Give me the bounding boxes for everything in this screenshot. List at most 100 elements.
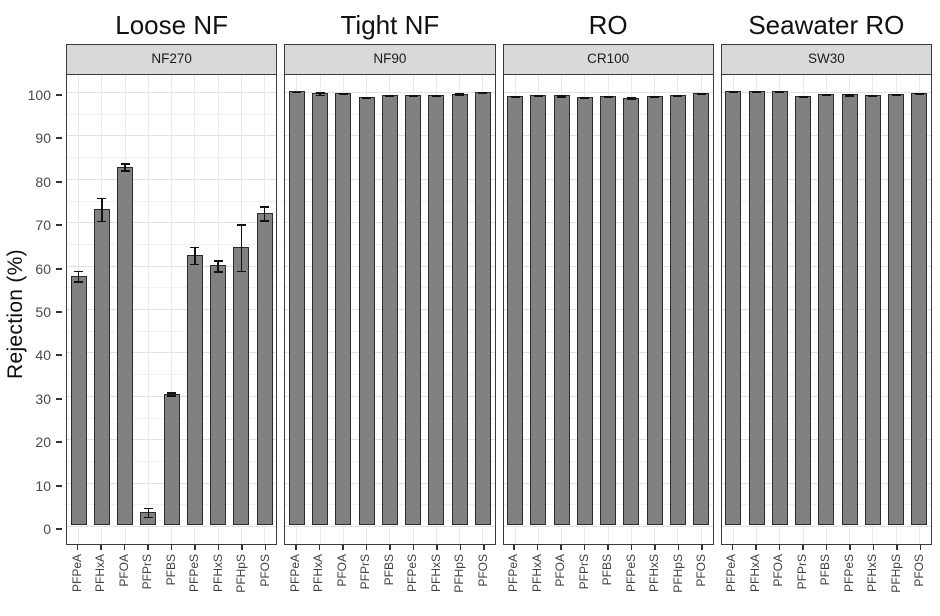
bar-PFOA: [553, 95, 570, 525]
x-tick-label-PFHxA: PFHxA: [747, 554, 762, 593]
x-tick-label-PFPeS: PFPeS: [841, 554, 856, 593]
x-tick-label-PFPrS: PFPrS: [140, 554, 155, 590]
grid-vertical-line: [147, 75, 149, 544]
x-tick-mark: [123, 545, 126, 550]
error-bar-cap-top-PFOA: [557, 95, 567, 97]
error-bar-cap-top-PFHpS: [236, 224, 246, 226]
bar-PFHxS: [210, 265, 227, 525]
plot-area: [284, 75, 496, 545]
bar-PFHxS: [646, 95, 663, 525]
x-tick-label-PFPeA: PFPeA: [724, 554, 739, 593]
x-tick-label-PFHxA: PFHxA: [93, 554, 108, 593]
bar-PFPrS: [795, 95, 812, 525]
bar-PFHxA: [748, 91, 765, 525]
error-bar-cap-bottom-PFBS: [167, 395, 177, 397]
x-tick-label-PFOA: PFOA: [116, 554, 131, 587]
error-bar-cap-bottom-PFOA: [338, 93, 348, 96]
error-bar-cap-bottom-PFPrS: [362, 97, 372, 100]
x-tick-label-PFHxS: PFHxS: [647, 554, 662, 593]
plot-area: [502, 75, 714, 545]
error-bar-PFPeS: [194, 246, 196, 266]
error-bar-cap-bottom-PFHxA: [533, 94, 543, 97]
error-bar-PFOS: [263, 206, 266, 222]
x-tick-label-PFPeA: PFPeA: [506, 554, 521, 593]
y-tick-mark: [56, 528, 62, 530]
x-axis-labels: PFPeA PFHxA PFOA PFPrS PFBS PFPeS PFHxS PFHpS PF…: [721, 545, 932, 609]
x-tick-mark: [217, 545, 220, 550]
error-bar-cap-bottom-PFHxS: [868, 94, 878, 97]
bar-PFOS: [474, 92, 491, 525]
x-tick-label-PFHpS: PFHpS: [452, 554, 467, 593]
x-tick-label-PFBS: PFBS: [163, 554, 178, 586]
error-bar-cap-bottom-PFOS: [260, 220, 270, 222]
error-bar-cap-top-PFHxA: [97, 197, 107, 200]
x-tick-mark: [318, 545, 321, 550]
x-tick-label-PFHpS: PFHpS: [670, 554, 685, 593]
x-tick-label-PFHpS: PFHpS: [234, 554, 249, 593]
error-bar-cap-bottom-PFPrS: [798, 95, 808, 98]
bar-PFPeA: [725, 91, 742, 525]
error-bar-cap-top-PFHxS: [213, 260, 223, 262]
x-tick-label-PFBS: PFBS: [381, 554, 396, 586]
error-bar-cap-top-PFHpS: [455, 93, 465, 95]
error-bar-cap-top-PFHxA: [315, 92, 325, 94]
error-bar-cap-bottom-PFOS: [478, 92, 488, 94]
bar-PFPeA: [288, 91, 305, 525]
x-tick-mark: [436, 545, 438, 550]
x-tick-label-PFBS: PFBS: [600, 554, 615, 586]
error-bar-cap-bottom-PFHxA: [97, 220, 107, 223]
bar-PFBS: [600, 95, 617, 525]
panel-title: Seawater RO: [748, 10, 905, 40]
x-tick-mark: [241, 545, 243, 550]
error-bar-cap-bottom-PFPeA: [74, 281, 84, 283]
bar-PFBS: [163, 393, 180, 525]
x-tick-label-PFHxA: PFHxA: [311, 554, 326, 593]
bar-PFOS: [256, 212, 273, 525]
x-tick-label-PFPeS: PFPeS: [187, 554, 202, 593]
x-tick-mark: [919, 545, 921, 550]
error-bar-cap-bottom-PFOA: [775, 90, 785, 93]
x-tick-label-PFOS: PFOS: [475, 554, 490, 587]
bar-PFOA: [117, 166, 134, 525]
x-tick-label-PFPrS: PFPrS: [358, 554, 373, 590]
bar-PFOA: [335, 93, 352, 525]
y-tick-label: 40: [35, 347, 51, 364]
error-bar-cap-bottom-PFPeA: [728, 90, 738, 93]
x-tick-label-PFOS: PFOS: [694, 554, 708, 587]
x-tick-mark: [802, 545, 804, 550]
error-bar-cap-top-PFPeS: [626, 97, 636, 99]
error-bar-PFBS: [170, 392, 173, 397]
x-tick-label-PFOA: PFOA: [553, 554, 568, 587]
error-bar-cap-bottom-PFPeS: [626, 98, 636, 100]
x-tick-mark: [147, 545, 149, 550]
y-tick-mark: [56, 224, 62, 227]
bar-PFHpS: [888, 94, 905, 525]
x-tick-mark: [342, 545, 344, 550]
y-axis: 0 10 20 30 40 50 60 70 80 90 100: [0, 78, 64, 548]
y-tick-label: 20: [35, 434, 51, 451]
error-bar-cap-top-PFOA: [338, 92, 348, 95]
plot-area: [720, 75, 932, 545]
x-axis-labels: PFPeA PFHxA PFOA PFPrS PFBS PFPeS PFHxS PFHpS PF…: [66, 545, 277, 609]
error-bar-cap-bottom-PFOA: [557, 96, 567, 98]
bar-PFHpS: [233, 247, 250, 525]
x-tick-mark: [896, 545, 898, 550]
bar-PFOS: [911, 93, 928, 525]
bar-PFHpS: [451, 93, 468, 525]
y-tick-mark: [56, 484, 62, 487]
error-bar-PFHxA: [319, 92, 321, 97]
panels: Loose NF NF270 PFPeA PFHxA PFOA PFPrS PFBS PF…: [66, 8, 932, 609]
plot-area: [66, 75, 278, 545]
bar-PFPeS: [623, 97, 640, 525]
error-bar-cap-bottom-PFPeS: [845, 94, 855, 96]
x-tick-mark: [872, 545, 875, 550]
facet-panel: Seawater RO SW30 PFPeA PFHxA PFOA PFPrS PFBS…: [720, 8, 932, 609]
x-tick-mark: [731, 545, 734, 550]
x-tick-mark: [483, 545, 485, 550]
x-tick-mark: [607, 545, 609, 550]
y-tick-mark: [56, 441, 62, 444]
x-tick-label-PFHxS: PFHxS: [428, 554, 443, 593]
error-bar-PFHpS: [240, 224, 243, 273]
error-bar-PFHxS: [217, 260, 219, 273]
